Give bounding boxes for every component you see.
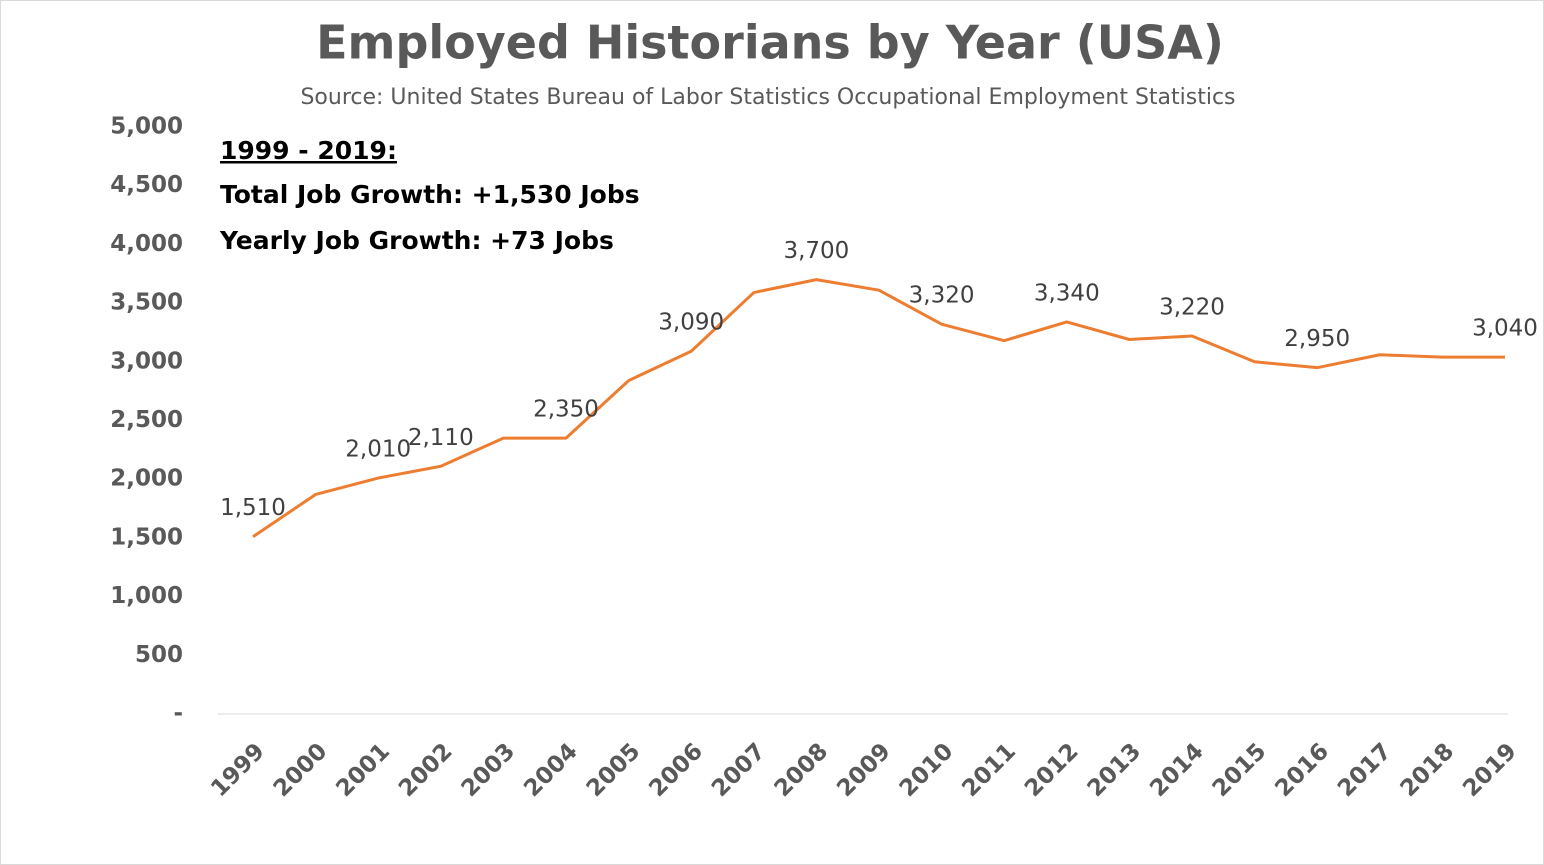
- data-label: 3,220: [1159, 294, 1225, 320]
- annotation: Yearly Job Growth: +73 Jobs: [219, 226, 614, 255]
- y-tick-label: 3,000: [110, 348, 183, 374]
- data-label: 3,090: [658, 310, 724, 336]
- data-label: 2,350: [533, 397, 599, 423]
- y-tick-label: 500: [135, 642, 183, 668]
- data-label: 2,110: [408, 425, 474, 451]
- data-label: 2,010: [345, 437, 411, 463]
- y-tick-label: 5,000: [110, 114, 183, 140]
- data-label: 3,320: [909, 283, 975, 309]
- data-label: 2,950: [1284, 326, 1350, 352]
- chart-title: Employed Historians by Year (USA): [316, 16, 1224, 70]
- annotation: 1999 - 2019:: [220, 136, 397, 165]
- y-tick-label: 1,500: [110, 524, 183, 550]
- data-label: 1,510: [220, 495, 286, 521]
- data-label: 3,700: [783, 238, 849, 264]
- chart-subtitle: Source: United States Bureau of Labor St…: [300, 85, 1235, 110]
- data-line: [252, 278, 1505, 538]
- y-tick-label: 1,000: [110, 583, 183, 609]
- y-tick-label: -: [173, 701, 183, 727]
- y-tick-label: 2,000: [110, 466, 183, 492]
- y-tick-label: 4,500: [110, 172, 183, 198]
- y-tick-label: 2,500: [110, 407, 183, 433]
- data-label: 3,340: [1034, 280, 1100, 306]
- data-label: 3,040: [1472, 316, 1538, 342]
- annotation: Total Job Growth: +1,530 Jobs: [220, 180, 640, 209]
- y-tick-label: 3,500: [110, 290, 183, 316]
- y-tick-label: 4,000: [110, 231, 183, 257]
